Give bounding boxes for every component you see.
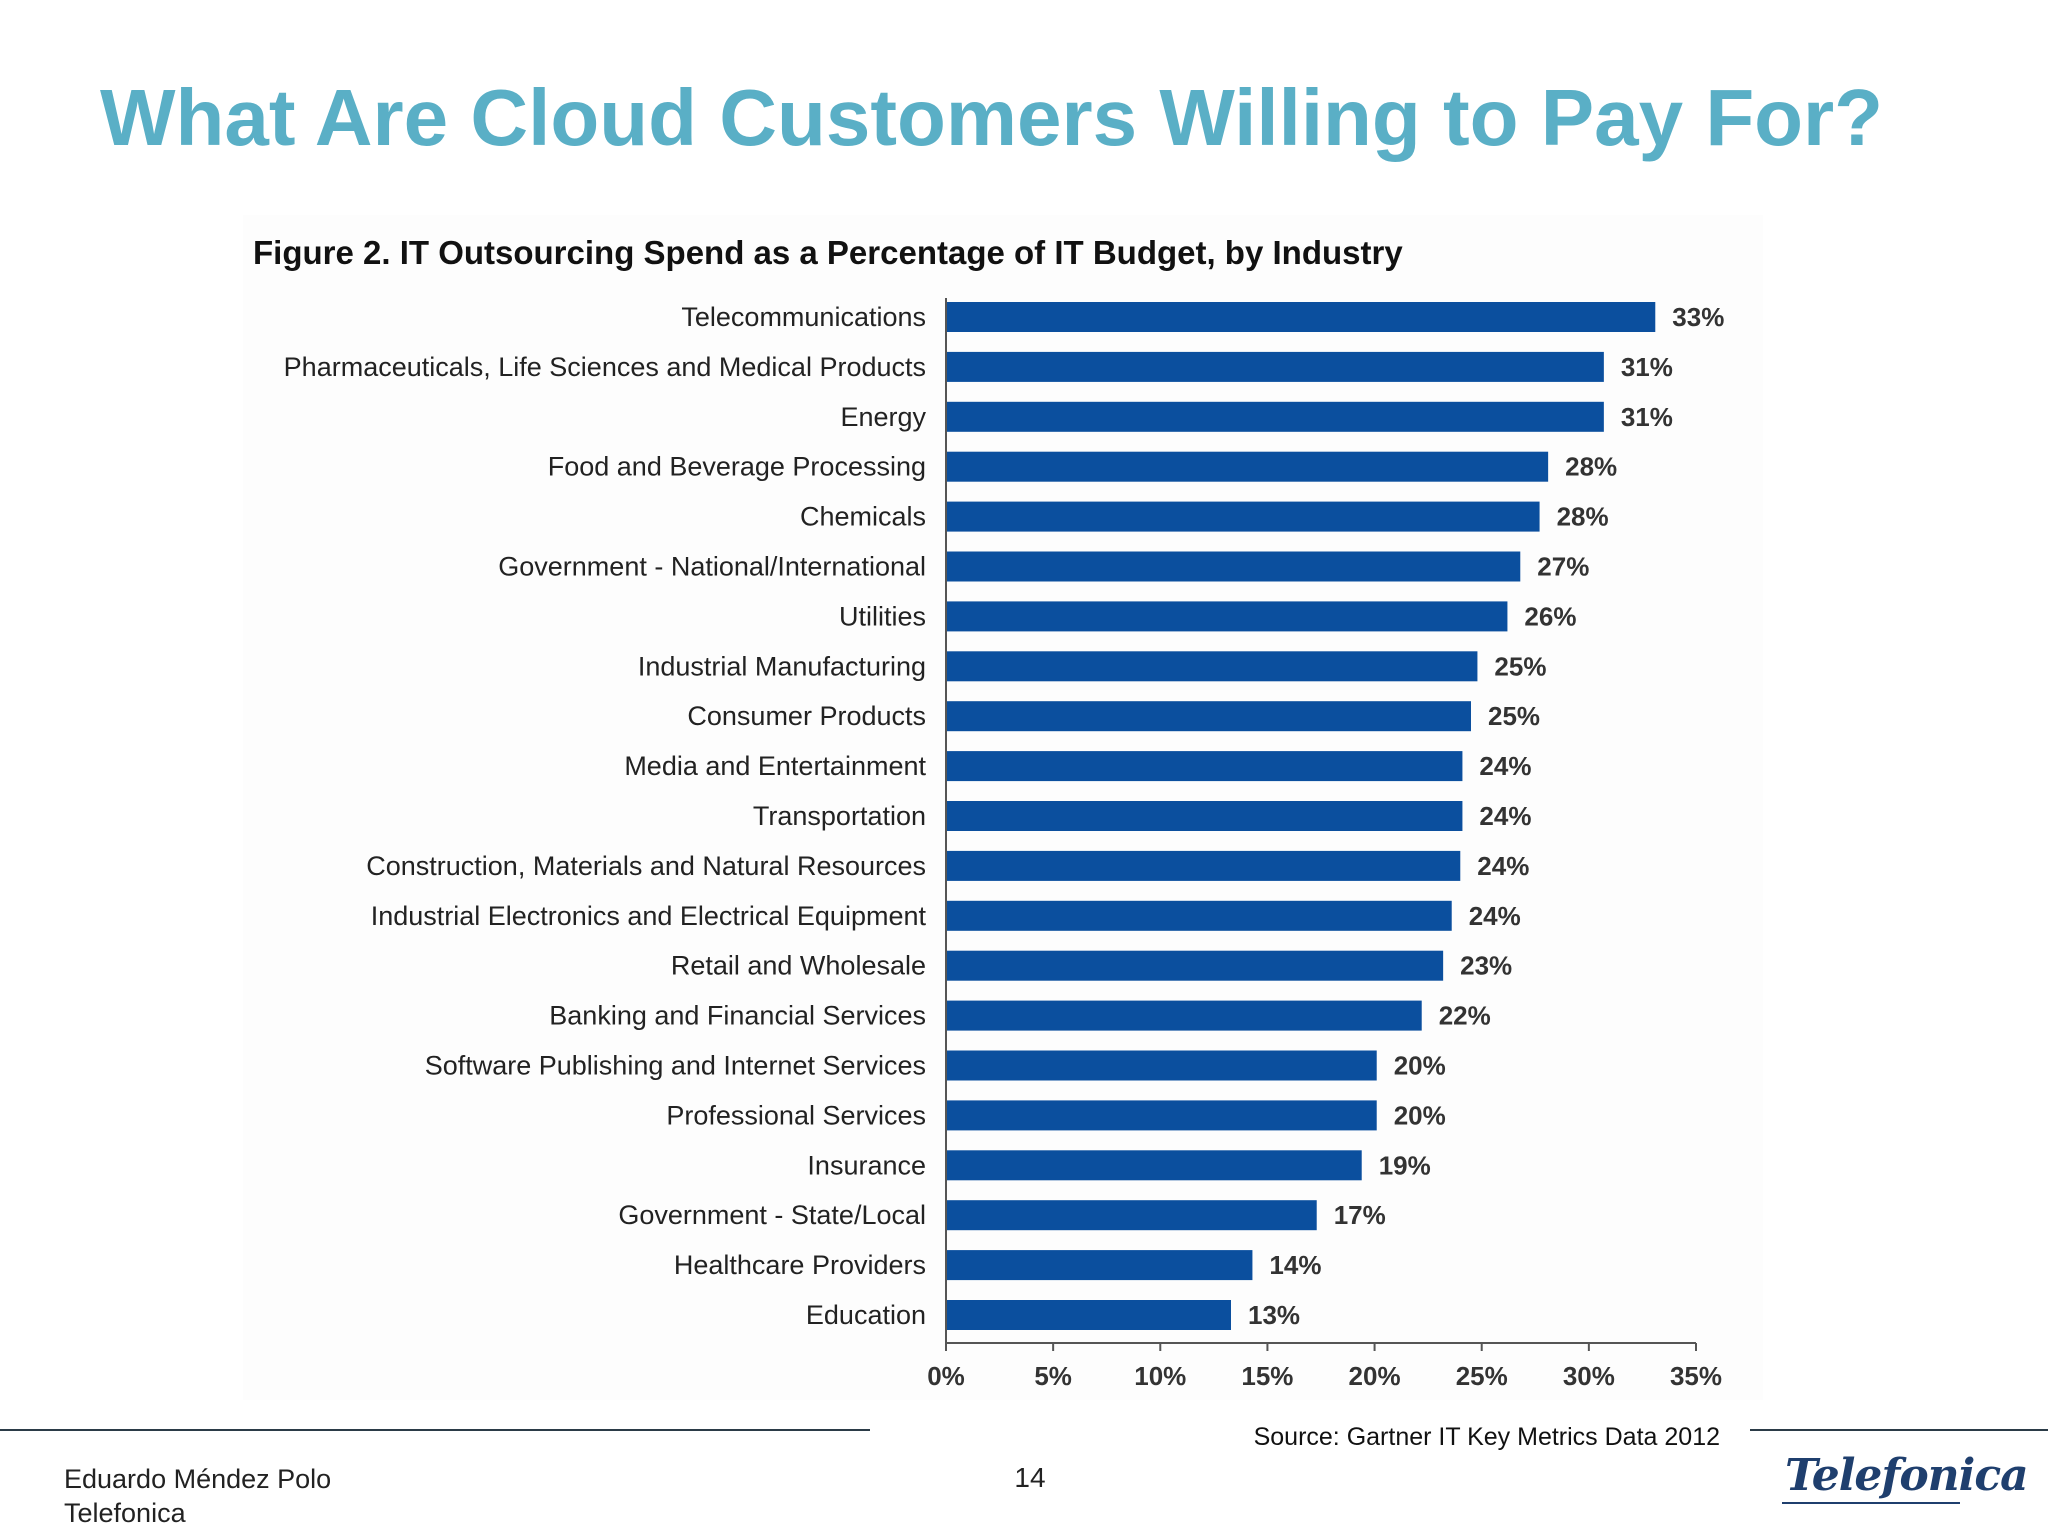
bar: [946, 302, 1656, 332]
x-tick-label: 35%: [1670, 1361, 1722, 1391]
bar: [946, 501, 1540, 532]
value-label: 31%: [1621, 402, 1673, 432]
bar: [946, 751, 1463, 782]
category-label: Telecommunications: [681, 302, 926, 332]
category-label: Transportation: [753, 801, 926, 831]
value-label: 14%: [1269, 1250, 1321, 1280]
category-label: Consumer Products: [687, 701, 926, 731]
source-note: Source: Gartner IT Key Metrics Data 2012: [1253, 1423, 1720, 1451]
footer-author-block: Eduardo Méndez Polo Telefonica: [64, 1462, 331, 1530]
category-label: Government - State/Local: [618, 1200, 926, 1230]
category-label: Pharmaceuticals, Life Sciences and Medic…: [284, 352, 926, 382]
x-tick-label: 10%: [1134, 1361, 1186, 1391]
x-tick-label: 25%: [1456, 1361, 1508, 1391]
bar: [946, 1150, 1362, 1181]
category-label: Energy: [840, 402, 926, 432]
category-label: Healthcare Providers: [674, 1250, 926, 1280]
logo-underline: [1782, 1502, 1960, 1504]
bar: [946, 1000, 1422, 1031]
value-label: 25%: [1488, 701, 1540, 731]
x-tick-label: 15%: [1241, 1361, 1293, 1391]
x-tick-label: 5%: [1034, 1361, 1072, 1391]
value-label: 26%: [1524, 601, 1576, 631]
bar: [946, 1300, 1231, 1330]
footer-author: Eduardo Méndez Polo: [64, 1464, 332, 1494]
bar: [946, 351, 1604, 382]
value-label: 23%: [1460, 951, 1512, 981]
bar: [946, 801, 1463, 831]
bar: [946, 1100, 1377, 1131]
category-label: Chemicals: [800, 502, 926, 532]
category-label: Media and Entertainment: [624, 751, 926, 781]
bar: [946, 701, 1471, 732]
bar: [946, 900, 1452, 931]
value-label: 20%: [1394, 1100, 1446, 1130]
category-label: Industrial Electronics and Electrical Eq…: [371, 901, 927, 931]
value-label: 31%: [1621, 352, 1673, 382]
value-label: 28%: [1557, 502, 1609, 532]
category-label: Banking and Financial Services: [549, 1001, 926, 1031]
value-label: 13%: [1248, 1300, 1300, 1330]
value-label: 27%: [1537, 552, 1589, 582]
page-number: 14: [1014, 1462, 1046, 1493]
value-label: 24%: [1469, 901, 1521, 931]
footer-divider-left: [0, 1429, 870, 1431]
bar: [946, 551, 1521, 582]
value-label: 28%: [1565, 452, 1617, 482]
category-label: Government - National/International: [498, 552, 926, 582]
value-label: 24%: [1479, 751, 1531, 781]
value-label: 33%: [1672, 302, 1724, 332]
chart-title: Figure 2. IT Outsourcing Spend as a Perc…: [253, 234, 1403, 271]
category-label: Food and Beverage Processing: [548, 452, 926, 482]
value-label: 24%: [1479, 801, 1531, 831]
slide-title: What Are Cloud Customers Willing to Pay …: [100, 73, 1884, 162]
category-label: Insurance: [807, 1150, 926, 1180]
bar: [946, 1050, 1377, 1081]
bar-chart: Telecommunications 33% Pharmaceuticals, Li…: [284, 298, 1724, 1391]
x-tick-label: 30%: [1563, 1361, 1615, 1391]
category-label: Industrial Manufacturing: [638, 651, 926, 681]
bar: [946, 1250, 1253, 1281]
bar: [946, 651, 1478, 682]
footer-divider-right: [1750, 1429, 2048, 1431]
x-tick-label: 20%: [1349, 1361, 1401, 1391]
bar: [946, 601, 1508, 632]
x-tick-label: 0%: [927, 1361, 965, 1391]
value-label: 20%: [1394, 1051, 1446, 1081]
category-label: Software Publishing and Internet Service…: [425, 1051, 926, 1081]
category-label: Retail and Wholesale: [671, 951, 926, 981]
bar: [946, 451, 1549, 482]
bar: [946, 1200, 1317, 1231]
value-label: 17%: [1334, 1200, 1386, 1230]
category-label: Utilities: [839, 601, 926, 631]
bar: [946, 850, 1461, 881]
category-label: Construction, Materials and Natural Reso…: [366, 851, 926, 881]
category-label: Education: [806, 1300, 926, 1330]
telefonica-logo: Telefonica: [1785, 1450, 2029, 1501]
category-label: Professional Services: [666, 1100, 926, 1130]
value-label: 25%: [1494, 651, 1546, 681]
value-label: 24%: [1477, 851, 1529, 881]
footer-company: Telefonica: [64, 1498, 186, 1528]
bar: [946, 401, 1604, 432]
value-label: 22%: [1439, 1001, 1491, 1031]
value-label: 19%: [1379, 1150, 1431, 1180]
bar: [946, 950, 1444, 981]
